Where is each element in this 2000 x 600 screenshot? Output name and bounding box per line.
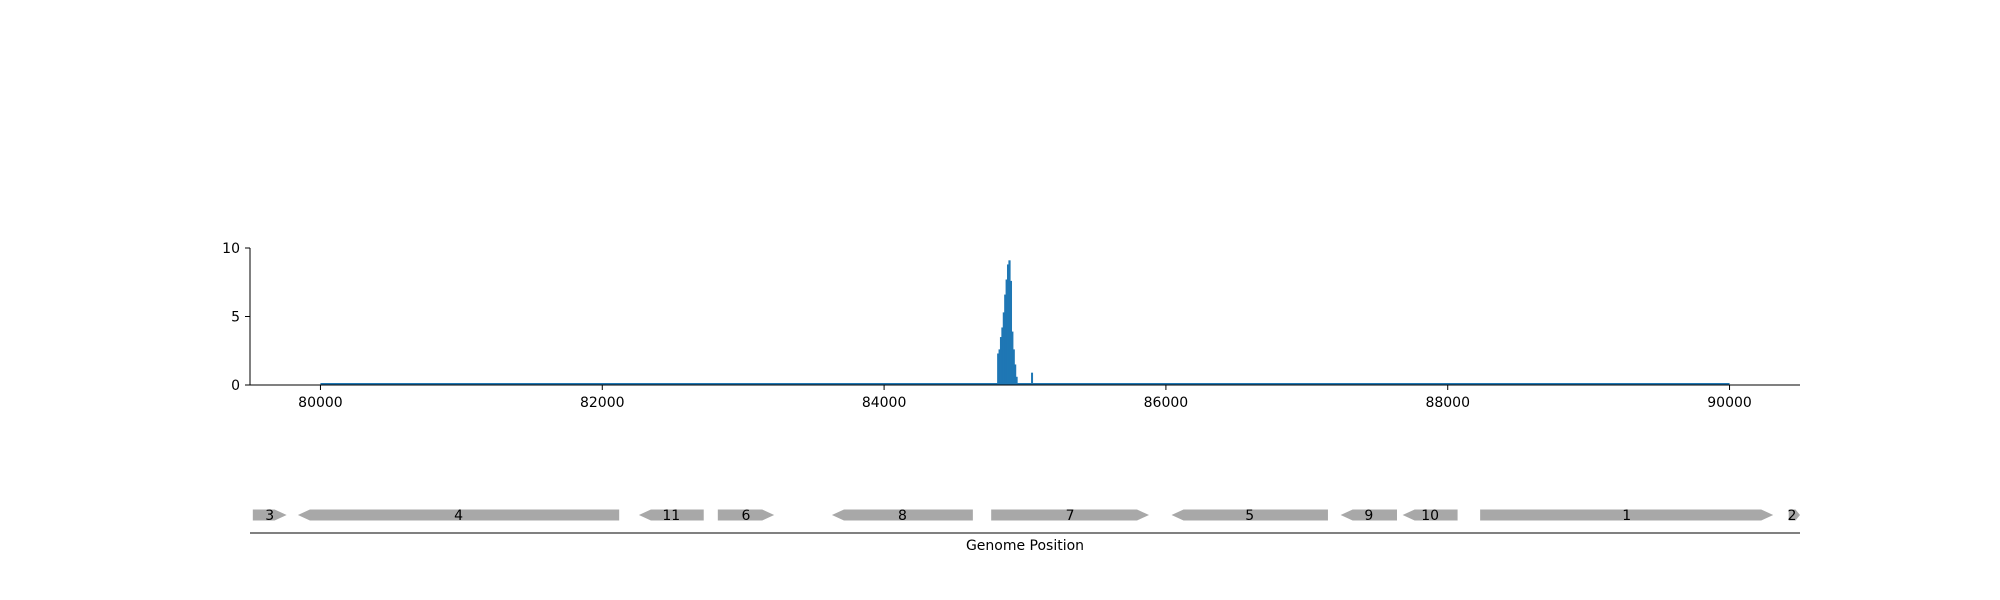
coverage-bar — [997, 353, 1000, 385]
coverage-plot: 80000 82000 84000 86000 88000 90000 0 5 10 — [222, 241, 1800, 411]
gene-arrow — [717, 509, 775, 521]
gene-arrow — [1480, 509, 1774, 521]
coverage-bar — [1012, 349, 1015, 385]
x-tick-label: 84000 — [862, 395, 907, 411]
gene-arrow — [252, 509, 287, 521]
y-tick-label: 0 — [231, 378, 240, 394]
gene-track: 3 4 11 6 8 7 5 9 10 1 2 Genome Position — [250, 508, 1800, 554]
coverage-bar — [1001, 327, 1004, 385]
y-tick-label: 5 — [231, 310, 240, 326]
gene-label: 6 — [742, 508, 751, 524]
gene-arrow — [638, 509, 704, 521]
gene-arrow — [991, 509, 1149, 521]
gene-arrow — [1402, 509, 1458, 521]
gene-arrow — [297, 509, 620, 521]
gene-label: 9 — [1364, 508, 1373, 524]
gene-label: 2 — [1788, 508, 1797, 524]
coverage-bar — [1014, 364, 1017, 385]
gene-label: 11 — [662, 508, 680, 524]
gene-label: 3 — [265, 508, 274, 524]
coverage-bar — [1004, 294, 1007, 385]
x-tick-label: 86000 — [1144, 395, 1189, 411]
gene-arrow — [831, 509, 973, 521]
gene-label: 7 — [1066, 508, 1075, 524]
gene-label: 4 — [454, 508, 463, 524]
x-tick-label: 82000 — [580, 395, 625, 411]
coverage-bar — [1008, 260, 1011, 385]
coverage-bar — [1031, 372, 1034, 385]
gene-arrow — [1340, 509, 1397, 521]
coverage-bar — [1011, 331, 1014, 385]
gene-label: 5 — [1245, 508, 1254, 524]
gene-label: 1 — [1622, 508, 1631, 524]
y-tick-label: 10 — [222, 241, 240, 257]
x-tick-label: 90000 — [1707, 395, 1752, 411]
coverage-bar — [998, 349, 1001, 385]
coverage-bars — [997, 260, 1034, 385]
x-axis-ticks: 80000 82000 84000 86000 88000 90000 — [298, 385, 1752, 411]
coverage-bar — [999, 337, 1003, 385]
coverage-bar — [1015, 376, 1018, 385]
gene-label: 8 — [898, 508, 907, 524]
gene-label: 10 — [1421, 508, 1439, 524]
gene-arrow — [1788, 509, 1800, 521]
coverage-bar — [1005, 279, 1008, 385]
coverage-bar — [1009, 280, 1013, 385]
y-axis-ticks: 0 5 10 — [222, 241, 250, 394]
coverage-bar — [1006, 264, 1010, 385]
x-tick-label: 80000 — [298, 395, 343, 411]
gene-track-xlabel: Genome Position — [966, 538, 1084, 554]
gene-arrow — [1171, 509, 1328, 521]
coverage-bar — [1002, 312, 1005, 385]
gene-arrows: 3 4 11 6 8 7 5 9 10 1 2 — [252, 508, 1800, 524]
x-tick-label: 88000 — [1425, 395, 1470, 411]
